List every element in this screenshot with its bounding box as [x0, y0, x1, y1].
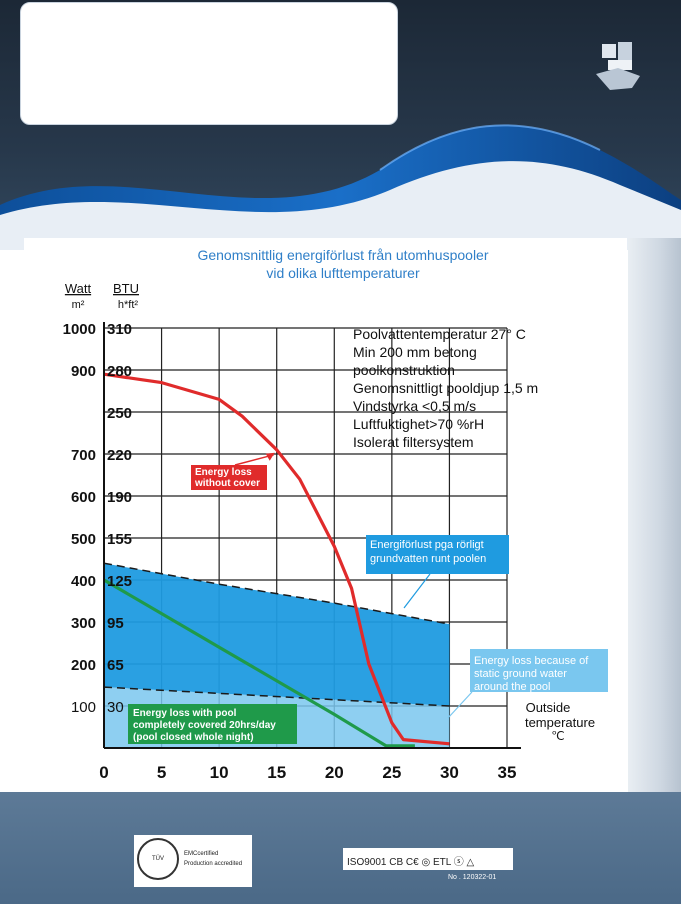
x-axis-label-line1: Outside: [526, 700, 571, 715]
x-tick-label: 0: [99, 763, 108, 782]
series-line-without-cover: [103, 372, 450, 746]
band-moving-groundwater: [104, 563, 450, 706]
light-label-text: static ground water: [474, 668, 567, 680]
footer-bar: [0, 792, 681, 904]
x-tick-label: 30: [440, 763, 459, 782]
cert-line-emc: EMCcertified: [184, 851, 219, 857]
chart-axes: [103, 322, 521, 749]
x-axis-label-line2: temperature: [525, 715, 595, 730]
tuv-certificate-badge: TÜV EMCcertified Production accredited: [134, 835, 252, 887]
cert-line-production: Production accredited: [184, 861, 243, 867]
chart-labels: 0 5 10 15 20 25 30 35 100 200 300 400 500 600 700 900 10…: [63, 321, 608, 782]
chart-subtitle: vid olika lufttemperaturer: [266, 265, 420, 281]
condition-text-line: Isolerat filtersystem: [353, 434, 474, 450]
green-label-text: Energy loss with pool: [133, 708, 237, 719]
watt-tick-label: 700: [71, 447, 96, 464]
band-upper-dashed-edge: [103, 686, 450, 707]
right-edge-band: [628, 238, 681, 798]
x-tick-label: 5: [157, 763, 166, 782]
certification-marks: ISO9001 CB C€ ◎ ETL ⓢ △: [347, 857, 475, 868]
btu-tick-label: 250: [107, 405, 132, 422]
btu-tick-label: 190: [107, 489, 132, 506]
btu-tick-label: 220: [107, 447, 132, 464]
light-label-box: [470, 649, 608, 692]
energy-loss-chart: 0 5 10 15 20 25 30 35 100 200 300 400 500 600 700 900 10…: [24, 238, 627, 790]
logo-placeholder-box: [20, 2, 398, 125]
iso-certificate-strip: ISO9001 CB C€ ◎ ETL ⓢ △: [343, 848, 513, 870]
watt-tick-label: 500: [71, 531, 96, 548]
light-label-text: Energy loss because of: [474, 655, 589, 667]
green-label-box: [128, 704, 297, 744]
condition-text-line: Poolvattentemperatur 27° C: [353, 326, 526, 342]
red-label-arrow-head: [265, 452, 275, 461]
x-tick-label: 20: [325, 763, 344, 782]
x-tick-label: 35: [498, 763, 517, 782]
condition-text-line: Vindstyrka <0,5 m/s: [353, 398, 476, 414]
certificate-number: No . 120322-01: [448, 874, 497, 881]
x-tick-label: 10: [210, 763, 229, 782]
watt-tick-label: 600: [71, 489, 96, 506]
red-label-box: [191, 465, 267, 490]
btu-tick-label: 280: [107, 363, 132, 380]
watt-tick-label: 100: [71, 699, 96, 716]
x-tick-label: 15: [267, 763, 286, 782]
watt-tick-label: 400: [71, 573, 96, 590]
blue-label-pointer: [403, 573, 431, 609]
watt-tick-label: 900: [71, 363, 96, 380]
watt-tick-label: 1000: [63, 321, 96, 338]
band-upper-dashed-edge: [103, 562, 450, 625]
blue-label-text: grundvatten runt poolen: [370, 553, 486, 565]
btu-tick-label: 310: [107, 321, 132, 338]
condition-text-line: poolkonstruktion: [353, 362, 455, 378]
condition-text-line: Luftfuktighet>70 %rH: [353, 416, 484, 432]
series-line-covered: [103, 578, 415, 748]
company-logo-icon: [596, 42, 640, 90]
btu-tick-label: 125: [107, 573, 132, 590]
red-label-text: without cover: [194, 478, 260, 489]
condition-text-line: Genomsnittligt pooldjup 1,5 m: [353, 380, 538, 396]
btu-tick-label: 95: [107, 615, 124, 632]
header-banner: [0, 0, 681, 250]
watt-tick-label: 200: [71, 657, 96, 674]
btu-tick-label: 155: [107, 531, 132, 548]
blue-label-text: Energiförlust pga rörligt: [370, 539, 484, 551]
tuv-seal-icon: TÜV: [137, 838, 179, 880]
green-label-text: (pool closed whole night): [133, 732, 254, 743]
light-label-text: around the pool: [474, 681, 550, 693]
red-label-text: Energy loss: [195, 467, 252, 478]
watt-tick-label: 300: [71, 615, 96, 632]
x-axis-unit: ℃: [551, 729, 564, 743]
light-label-pointer: [447, 691, 473, 719]
watt-axis-label: Watt: [65, 281, 92, 296]
watt-axis-unit: m²: [72, 299, 85, 311]
x-tick-label: 25: [382, 763, 401, 782]
blue-label-box: [366, 535, 509, 574]
green-label-text: completely covered 20hrs/day: [133, 720, 276, 731]
btu-axis-label: BTU: [113, 281, 139, 296]
btu-tick-label: 65: [107, 657, 124, 674]
btu-tick-label: 30: [107, 699, 124, 716]
chart-title: Genomsnittlig energiförlust från utomhus…: [197, 247, 488, 263]
chart-lines: [103, 372, 450, 748]
condition-text-line: Min 200 mm betong: [353, 344, 477, 360]
btu-axis-unit: h*ft²: [118, 299, 139, 311]
